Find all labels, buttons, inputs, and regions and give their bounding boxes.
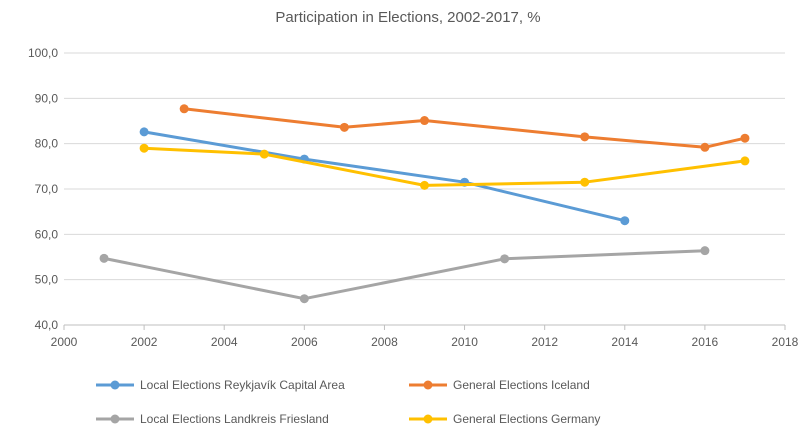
gridlines — [64, 52, 785, 326]
legend-swatch-marker — [110, 380, 120, 390]
data-point — [420, 180, 429, 190]
data-point — [259, 149, 269, 159]
data-point — [139, 127, 149, 137]
data-point — [420, 116, 429, 126]
chart-title: Participation in Elections, 2002-2017, % — [275, 9, 540, 26]
data-point — [339, 122, 349, 132]
x-tick-label: 2010 — [451, 335, 478, 349]
legend-label: Local Elections Reykjavík Capital Area — [140, 378, 345, 392]
data-point — [620, 216, 630, 226]
series-line — [182, 107, 747, 149]
data-point — [740, 156, 750, 166]
data-point — [179, 104, 189, 114]
legend-item: Local Elections Landkreis Friesland — [96, 412, 329, 426]
legend-item: General Elections Iceland — [409, 378, 590, 392]
x-tick-label: 2012 — [531, 335, 558, 349]
legend-swatch-marker — [423, 414, 433, 424]
data-point — [299, 294, 309, 304]
data-point — [99, 253, 109, 263]
data-point — [500, 254, 510, 264]
legend: Local Elections Reykjavík Capital Area Ge… — [96, 378, 600, 426]
series-3 — [99, 246, 710, 304]
data-point — [580, 132, 590, 142]
x-tick-label: 2006 — [291, 335, 318, 349]
y-tick-label: 60,0 — [35, 227, 59, 241]
x-tick-label: 2002 — [131, 335, 158, 349]
legend-label: General Elections Germany — [453, 412, 600, 426]
legend-swatch-marker — [110, 414, 120, 424]
y-tick-label: 50,0 — [35, 273, 59, 287]
y-tick-label: 40,0 — [35, 318, 59, 332]
x-tick-label: 2008 — [371, 335, 398, 349]
x-tick-label: 2016 — [692, 335, 719, 349]
x-tick-label: 2004 — [211, 335, 238, 349]
legend-item: Local Elections Reykjavík Capital Area — [96, 378, 345, 392]
series-4 — [139, 143, 750, 190]
series-line — [142, 130, 627, 223]
y-tick-label: 80,0 — [35, 137, 59, 151]
series-2 — [179, 104, 750, 152]
legend-label: General Elections Iceland — [453, 378, 590, 392]
y-tick-label: 100,0 — [28, 46, 58, 60]
legend-label: Local Elections Landkreis Friesland — [140, 412, 329, 426]
data-point — [700, 142, 710, 152]
y-tick-label: 70,0 — [35, 182, 59, 196]
series-line — [102, 249, 707, 301]
legend-item: General Elections Germany — [409, 412, 600, 426]
data-point — [139, 143, 149, 153]
data-point — [700, 246, 710, 256]
x-tick-label: 2014 — [611, 335, 638, 349]
axes: 40,0 50,0 60,0 70,0 80,0 90,0 100,0 2000 2002 200… — [28, 46, 799, 349]
data-point — [740, 133, 750, 143]
x-tick-label: 2018 — [772, 335, 799, 349]
y-tick-label: 90,0 — [35, 91, 59, 105]
data-point — [580, 177, 590, 187]
series-lines — [99, 104, 750, 304]
legend-swatch-marker — [423, 380, 433, 390]
x-tick-label: 2000 — [51, 335, 78, 349]
